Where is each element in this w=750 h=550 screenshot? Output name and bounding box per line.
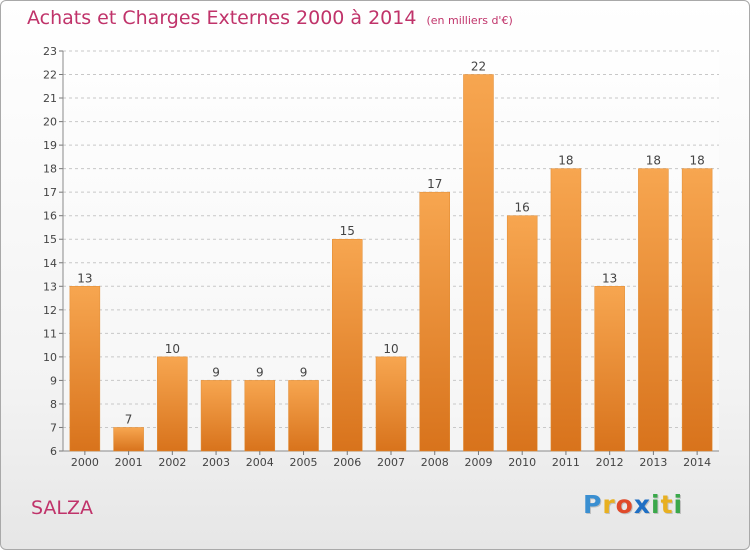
commune-name: SALZA — [31, 497, 94, 519]
bar — [157, 356, 188, 452]
proxiti-logo: Proxiti — [583, 490, 683, 519]
y-tick-label: 13 — [43, 280, 57, 293]
x-tick-label: 2012 — [596, 456, 624, 469]
bar — [288, 380, 319, 452]
data-label: 18 — [558, 154, 573, 168]
y-tick-label: 22 — [43, 69, 57, 82]
logo-letter: t — [660, 490, 674, 519]
chart-title: Achats et Charges Externes 2000 à 2014 (e… — [27, 7, 513, 29]
y-tick-label: 14 — [43, 257, 57, 270]
x-tick-label: 2001 — [115, 456, 143, 469]
y-tick-label: 9 — [50, 374, 57, 387]
x-tick-label: 2014 — [683, 456, 711, 469]
y-tick-label: 10 — [43, 351, 57, 364]
bar — [69, 286, 101, 452]
y-tick-label: 11 — [43, 327, 57, 340]
x-tick-label: 2006 — [333, 456, 361, 469]
x-tick-label: 2009 — [464, 456, 492, 469]
x-tick-label: 2004 — [246, 456, 274, 469]
chart-subtitle: (en milliers d'€) — [426, 14, 513, 27]
y-tick-label: 18 — [43, 163, 57, 176]
y-tick-label: 12 — [43, 304, 57, 317]
data-label: 9 — [256, 365, 264, 379]
y-tick-label: 19 — [43, 139, 57, 152]
data-label: 18 — [646, 154, 661, 168]
x-tick-label: 2010 — [508, 456, 536, 469]
logo-letter: P — [583, 490, 603, 519]
x-tick-label: 2000 — [71, 456, 99, 469]
x-tick-label: 2013 — [639, 456, 667, 469]
x-tick-label: 2007 — [377, 456, 405, 469]
bar — [200, 380, 232, 452]
data-label: 9 — [212, 365, 220, 379]
chart-title-text: Achats et Charges Externes 2000 à 2014 — [27, 7, 417, 29]
data-label: 16 — [515, 201, 530, 215]
bar — [506, 215, 538, 452]
data-label: 10 — [383, 342, 398, 356]
x-tick-label: 2011 — [552, 456, 580, 469]
data-label: 22 — [471, 60, 486, 74]
data-label: 10 — [165, 342, 180, 356]
logo-letter: x — [633, 490, 651, 519]
bar — [244, 380, 276, 452]
y-tick-label: 17 — [43, 186, 57, 199]
y-tick-label: 8 — [50, 398, 57, 411]
data-label: 17 — [427, 177, 442, 191]
logo-letter: i — [673, 490, 684, 519]
y-tick-label: 16 — [43, 210, 57, 223]
logo-letter: i — [651, 490, 661, 519]
data-label: 7 — [125, 412, 133, 426]
y-tick-label: 23 — [43, 45, 57, 58]
data-label: 18 — [689, 154, 704, 168]
data-label: 13 — [602, 271, 617, 285]
bar — [375, 356, 407, 452]
x-tick-label: 2002 — [158, 456, 186, 469]
logo-letter: o — [615, 490, 634, 519]
y-tick-label: 20 — [43, 116, 57, 129]
bar — [594, 286, 625, 452]
bar — [463, 74, 494, 452]
bar — [113, 427, 144, 452]
x-tick-label: 2008 — [421, 456, 449, 469]
bar — [332, 238, 363, 452]
bar — [681, 168, 713, 452]
y-tick-label: 15 — [43, 233, 57, 246]
bar — [550, 168, 582, 452]
logo-letter: r — [602, 490, 616, 519]
data-label: 15 — [340, 224, 355, 238]
bar — [638, 168, 669, 452]
data-label: 9 — [300, 365, 308, 379]
x-tick-label: 2003 — [202, 456, 230, 469]
y-tick-label: 21 — [43, 92, 57, 105]
data-label: 13 — [77, 271, 92, 285]
bar — [419, 191, 450, 452]
x-tick-label: 2005 — [290, 456, 318, 469]
y-tick-label: 7 — [50, 421, 57, 434]
y-tick-label: 6 — [50, 445, 57, 458]
